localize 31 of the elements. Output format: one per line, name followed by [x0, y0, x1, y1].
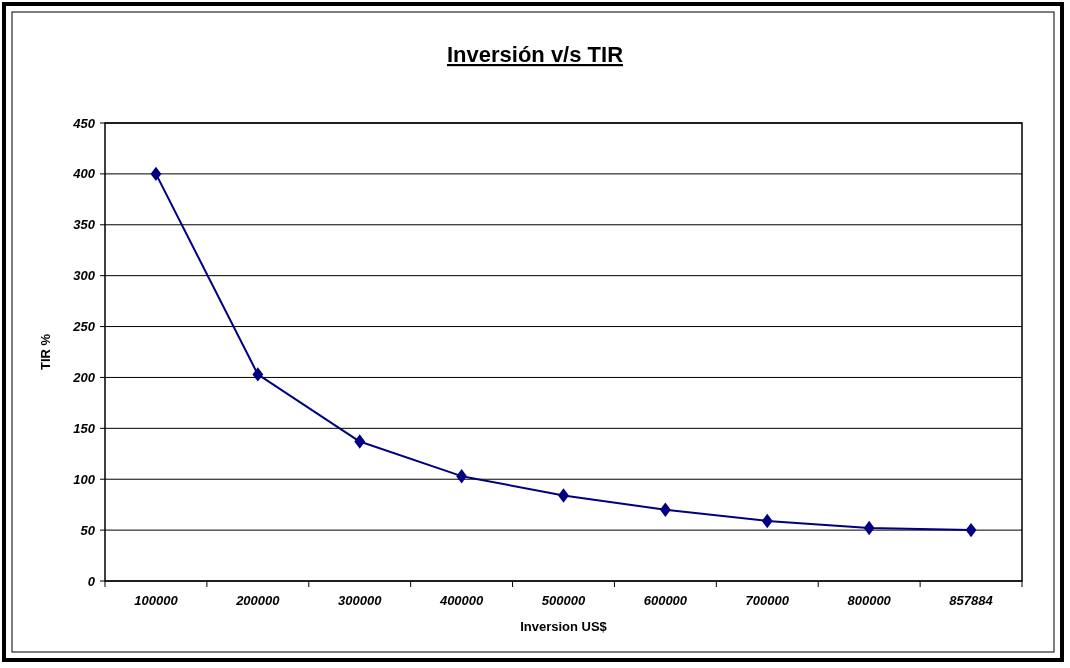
x-tick-label: 200000 — [235, 593, 281, 608]
y-tick-label: 0 — [87, 573, 96, 589]
point — [863, 520, 875, 536]
point — [150, 166, 162, 182]
x-tick-label: 300000 — [338, 593, 383, 608]
y-tick-label: 50 — [80, 522, 96, 538]
y-tick-label: 400 — [72, 166, 96, 182]
point — [354, 434, 366, 449]
chart-title: Inversión v/s TIR — [446, 42, 624, 67]
y-tick-label: 200 — [72, 369, 96, 385]
x-tick-label: 500000 — [541, 593, 586, 608]
point — [558, 488, 569, 503]
y-tick-label: 450 — [72, 115, 96, 131]
x-tick-label: 800000 — [847, 593, 892, 608]
x-tick-label: 100000 — [134, 593, 179, 608]
y-tick-label: 100 — [73, 471, 96, 487]
point — [659, 502, 671, 517]
x-axis-title: Inversion US$ — [520, 619, 608, 634]
point — [761, 513, 773, 529]
y-tick-label: 300 — [73, 268, 96, 284]
point — [252, 367, 264, 382]
point — [965, 522, 977, 538]
x-tick-label: 700000 — [745, 593, 790, 608]
x-tick-label: 400000 — [438, 593, 485, 608]
point — [456, 468, 468, 484]
y-tick-label: 150 — [73, 420, 96, 436]
x-tick-label: 857884 — [949, 593, 994, 608]
y-axis-title: TIR % — [38, 333, 53, 371]
y-tick-label: 350 — [73, 217, 96, 233]
x-tick-label: 600000 — [643, 593, 688, 608]
y-tick-label: 250 — [72, 319, 96, 335]
